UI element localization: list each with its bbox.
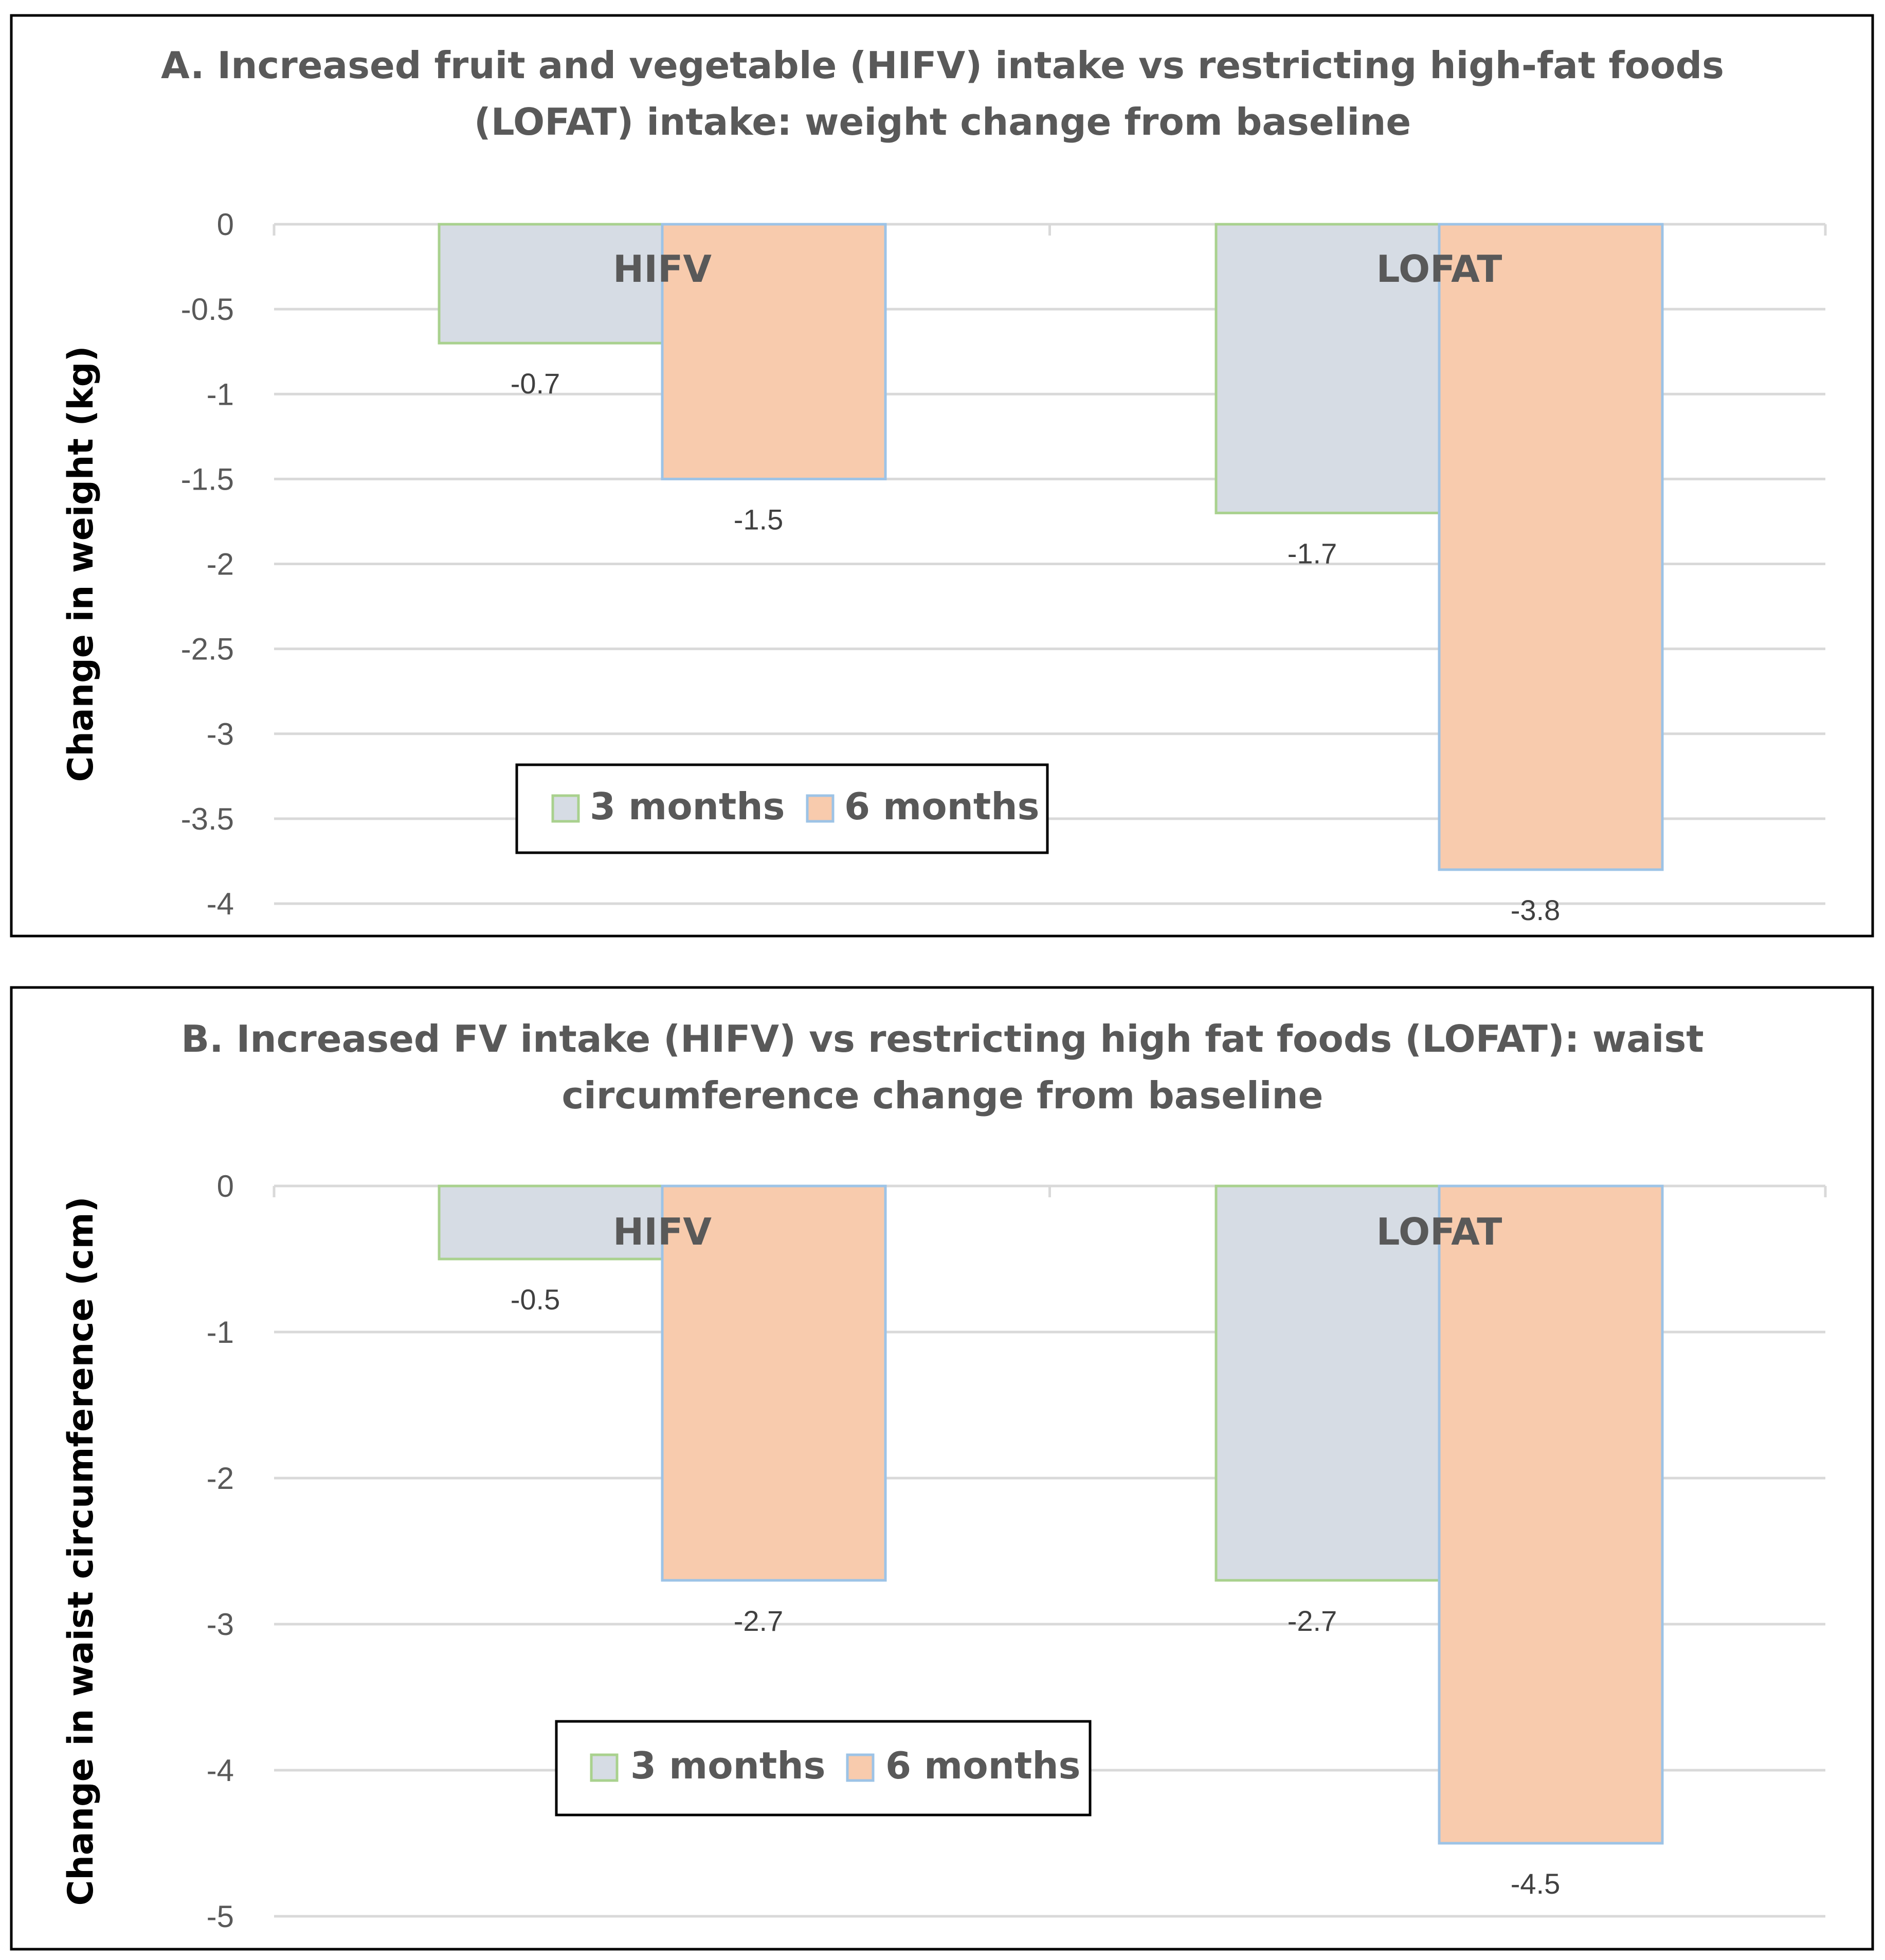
y-tick-label: -3 bbox=[207, 717, 234, 751]
data-label: -0.5 bbox=[511, 1283, 560, 1316]
chart-title-line-2: (LOFAT) intake: weight change from basel… bbox=[474, 100, 1411, 143]
y-tick-label: -1 bbox=[207, 377, 234, 411]
legend-label-3-months: 3 months bbox=[590, 785, 785, 828]
y-tick-label: -3 bbox=[207, 1607, 234, 1642]
y-axis-label: Change in weight (kg) bbox=[61, 346, 101, 782]
data-label: -0.7 bbox=[511, 367, 560, 400]
chart-title-line-1: A. Increased fruit and vegetable (HIFV) … bbox=[161, 44, 1724, 87]
bar-hifv-6-months bbox=[661, 1184, 887, 1582]
y-tick-label: -4 bbox=[207, 887, 234, 921]
legend: 3 months 6 months bbox=[515, 763, 1049, 854]
category-label-hifv: HIFV bbox=[613, 1210, 712, 1253]
y-tick-label: -2 bbox=[207, 547, 234, 582]
legend-swatch-3-months bbox=[590, 1753, 619, 1782]
category-label-lofat: LOFAT bbox=[1376, 1210, 1502, 1253]
bar-lofat-6-months bbox=[1438, 223, 1664, 871]
data-label: -1.7 bbox=[1288, 537, 1337, 569]
y-tick-label: -4 bbox=[207, 1753, 234, 1788]
data-label: -1.5 bbox=[734, 503, 784, 535]
legend: 3 months 6 months bbox=[555, 1720, 1092, 1817]
legend-swatch-6-months bbox=[806, 794, 835, 823]
y-tick-label: -2 bbox=[207, 1461, 234, 1496]
y-tick-label: -0.5 bbox=[181, 292, 234, 327]
data-label: -2.7 bbox=[734, 1605, 784, 1637]
data-label: -3.8 bbox=[1511, 894, 1561, 926]
bar-hifv-3-months bbox=[438, 223, 664, 345]
bar-hifv-6-months bbox=[661, 223, 887, 480]
legend-box bbox=[555, 1720, 1092, 1817]
chart-b: B. Increased FV intake (HIFV) vs restric… bbox=[10, 986, 1874, 1951]
y-tick-label: -5 bbox=[207, 1899, 234, 1934]
y-tick-label: -2.5 bbox=[181, 632, 234, 667]
bar-lofat-3-months bbox=[1215, 223, 1441, 514]
y-tick-label: -1.5 bbox=[181, 462, 234, 496]
chart-title-line-2: circumference change from baseline bbox=[561, 1074, 1323, 1117]
category-label-hifv: HIFV bbox=[613, 247, 712, 291]
y-axis-label: Change in waist circumference (cm) bbox=[61, 1196, 101, 1905]
data-label: -4.5 bbox=[1511, 1867, 1561, 1900]
legend-label-6-months: 6 months bbox=[844, 785, 1039, 828]
category-label-lofat: LOFAT bbox=[1376, 247, 1502, 291]
y-tick-label: 0 bbox=[217, 1169, 234, 1203]
y-tick-label: -1 bbox=[207, 1315, 234, 1350]
legend-swatch-3-months bbox=[551, 794, 580, 823]
bar-lofat-3-months bbox=[1215, 1184, 1441, 1582]
legend-box bbox=[515, 763, 1049, 854]
chart-title-line-1: B. Increased FV intake (HIFV) vs restric… bbox=[181, 1017, 1703, 1060]
legend-label-6-months: 6 months bbox=[885, 1744, 1080, 1787]
data-label: -2.7 bbox=[1288, 1605, 1337, 1637]
legend-label-3-months: 3 months bbox=[630, 1744, 825, 1787]
y-tick-label: 0 bbox=[217, 207, 234, 242]
legend-swatch-6-months bbox=[846, 1753, 875, 1782]
chart-a: A. Increased fruit and vegetable (HIFV) … bbox=[10, 14, 1874, 938]
y-tick-label: -3.5 bbox=[181, 802, 234, 836]
bar-lofat-6-months bbox=[1438, 1184, 1664, 1845]
